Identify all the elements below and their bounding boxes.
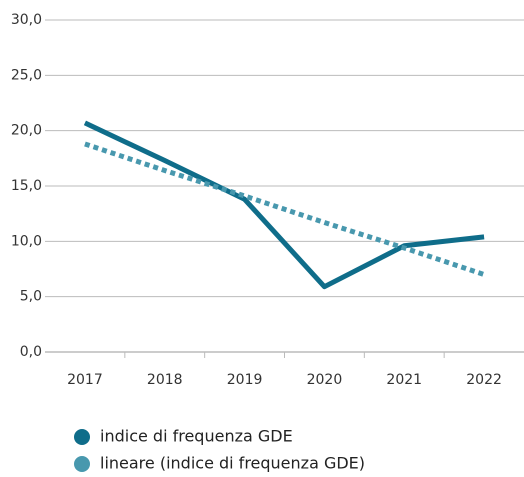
y-tick-label: 0,0 bbox=[20, 344, 42, 360]
y-tick-label: 25,0 bbox=[11, 67, 42, 83]
legend-text: lineare (indice di frequenza GDE) bbox=[100, 454, 365, 473]
series-line bbox=[84, 141, 485, 277]
y-tick-label: 15,0 bbox=[11, 178, 42, 194]
x-tick-label: 2022 bbox=[466, 372, 502, 388]
x-tick-label: 2017 bbox=[67, 372, 103, 388]
y-tick-label: 30,0 bbox=[11, 12, 42, 28]
y-tick-label: 10,0 bbox=[11, 233, 42, 249]
legend-marker bbox=[74, 429, 90, 445]
y-tick-label: 20,0 bbox=[11, 123, 42, 139]
legend-text: indice di frequenza GDE bbox=[100, 427, 293, 446]
x-tick-label: 2020 bbox=[307, 372, 343, 388]
y-tick-label: 5,0 bbox=[20, 289, 42, 305]
x-tick-label: 2019 bbox=[227, 372, 263, 388]
series-line bbox=[83, 120, 485, 290]
x-tick-label: 2021 bbox=[386, 372, 422, 388]
x-tick-label: 2018 bbox=[147, 372, 183, 388]
legend-marker bbox=[74, 456, 90, 472]
